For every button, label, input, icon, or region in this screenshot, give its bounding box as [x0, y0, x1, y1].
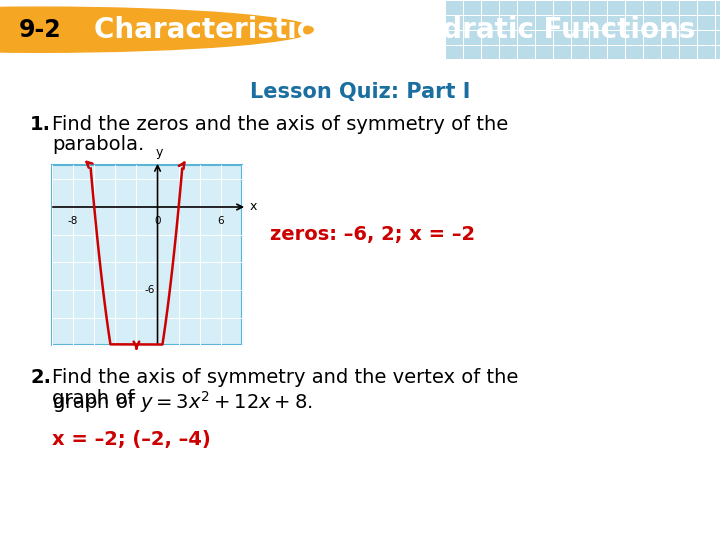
- FancyBboxPatch shape: [662, 46, 679, 59]
- FancyBboxPatch shape: [680, 46, 697, 59]
- FancyBboxPatch shape: [608, 31, 625, 44]
- FancyBboxPatch shape: [608, 46, 625, 59]
- FancyBboxPatch shape: [662, 31, 679, 44]
- FancyBboxPatch shape: [518, 1, 535, 15]
- Text: 2.: 2.: [30, 368, 51, 387]
- FancyBboxPatch shape: [446, 46, 463, 59]
- FancyBboxPatch shape: [500, 46, 517, 59]
- FancyBboxPatch shape: [716, 1, 720, 15]
- Text: 1.: 1.: [30, 114, 51, 134]
- Text: Find the axis of symmetry and the vertex of the: Find the axis of symmetry and the vertex…: [52, 368, 518, 387]
- Text: -8: -8: [68, 216, 78, 226]
- FancyBboxPatch shape: [464, 1, 481, 15]
- FancyBboxPatch shape: [698, 16, 715, 30]
- FancyBboxPatch shape: [500, 16, 517, 30]
- FancyBboxPatch shape: [644, 46, 661, 59]
- Text: Find the zeros and the axis of symmetry of the: Find the zeros and the axis of symmetry …: [52, 114, 508, 134]
- FancyBboxPatch shape: [716, 16, 720, 30]
- Text: -6: -6: [144, 285, 155, 295]
- FancyBboxPatch shape: [644, 31, 661, 44]
- FancyBboxPatch shape: [536, 31, 553, 44]
- FancyBboxPatch shape: [536, 1, 553, 15]
- FancyBboxPatch shape: [536, 16, 553, 30]
- FancyBboxPatch shape: [680, 31, 697, 44]
- FancyBboxPatch shape: [590, 16, 607, 30]
- Text: zeros: –6, 2; x = –2: zeros: –6, 2; x = –2: [270, 225, 475, 244]
- FancyBboxPatch shape: [716, 46, 720, 59]
- FancyBboxPatch shape: [608, 16, 625, 30]
- FancyBboxPatch shape: [608, 1, 625, 15]
- FancyBboxPatch shape: [590, 1, 607, 15]
- FancyBboxPatch shape: [482, 16, 499, 30]
- Text: y: y: [156, 146, 163, 159]
- FancyBboxPatch shape: [482, 46, 499, 59]
- FancyBboxPatch shape: [644, 1, 661, 15]
- FancyBboxPatch shape: [644, 16, 661, 30]
- FancyBboxPatch shape: [446, 1, 463, 15]
- Text: 9-2: 9-2: [18, 18, 61, 42]
- FancyBboxPatch shape: [536, 46, 553, 59]
- FancyBboxPatch shape: [572, 16, 589, 30]
- FancyBboxPatch shape: [464, 46, 481, 59]
- FancyBboxPatch shape: [482, 31, 499, 44]
- FancyBboxPatch shape: [446, 16, 463, 30]
- Text: x = –2; (–2, –4): x = –2; (–2, –4): [52, 430, 211, 449]
- FancyBboxPatch shape: [626, 16, 643, 30]
- Text: graph of: graph of: [52, 389, 140, 408]
- FancyBboxPatch shape: [590, 46, 607, 59]
- Text: 6: 6: [217, 216, 224, 226]
- FancyBboxPatch shape: [518, 46, 535, 59]
- FancyBboxPatch shape: [500, 31, 517, 44]
- FancyBboxPatch shape: [572, 31, 589, 44]
- FancyBboxPatch shape: [518, 16, 535, 30]
- FancyBboxPatch shape: [464, 31, 481, 44]
- FancyBboxPatch shape: [446, 31, 463, 44]
- Text: x: x: [250, 200, 257, 213]
- Text: Characteristics of Quadratic Functions: Characteristics of Quadratic Functions: [94, 16, 695, 44]
- FancyBboxPatch shape: [626, 31, 643, 44]
- Text: 0: 0: [154, 216, 161, 226]
- FancyBboxPatch shape: [554, 31, 571, 44]
- FancyBboxPatch shape: [464, 16, 481, 30]
- FancyBboxPatch shape: [52, 165, 242, 346]
- FancyBboxPatch shape: [554, 1, 571, 15]
- FancyBboxPatch shape: [662, 1, 679, 15]
- Text: Copyright © by Holt, Rinehart and Winston. All Rights Reserved.: Copyright © by Holt, Rinehart and Winsto…: [370, 516, 706, 526]
- Circle shape: [0, 7, 313, 52]
- FancyBboxPatch shape: [482, 1, 499, 15]
- Text: Holt Algebra 1: Holt Algebra 1: [14, 515, 115, 528]
- FancyBboxPatch shape: [518, 31, 535, 44]
- FancyBboxPatch shape: [500, 1, 517, 15]
- FancyBboxPatch shape: [626, 46, 643, 59]
- FancyBboxPatch shape: [572, 46, 589, 59]
- FancyBboxPatch shape: [680, 16, 697, 30]
- FancyBboxPatch shape: [626, 1, 643, 15]
- FancyBboxPatch shape: [554, 46, 571, 59]
- FancyBboxPatch shape: [698, 1, 715, 15]
- Text: Lesson Quiz: Part I: Lesson Quiz: Part I: [250, 83, 470, 103]
- FancyBboxPatch shape: [698, 46, 715, 59]
- Text: graph of $y = 3x^2 + 12x + 8$.: graph of $y = 3x^2 + 12x + 8$.: [52, 389, 312, 415]
- FancyBboxPatch shape: [680, 1, 697, 15]
- FancyBboxPatch shape: [698, 31, 715, 44]
- FancyBboxPatch shape: [554, 16, 571, 30]
- FancyBboxPatch shape: [662, 16, 679, 30]
- FancyBboxPatch shape: [716, 31, 720, 44]
- FancyBboxPatch shape: [572, 1, 589, 15]
- FancyBboxPatch shape: [590, 31, 607, 44]
- Text: parabola.: parabola.: [52, 135, 144, 154]
